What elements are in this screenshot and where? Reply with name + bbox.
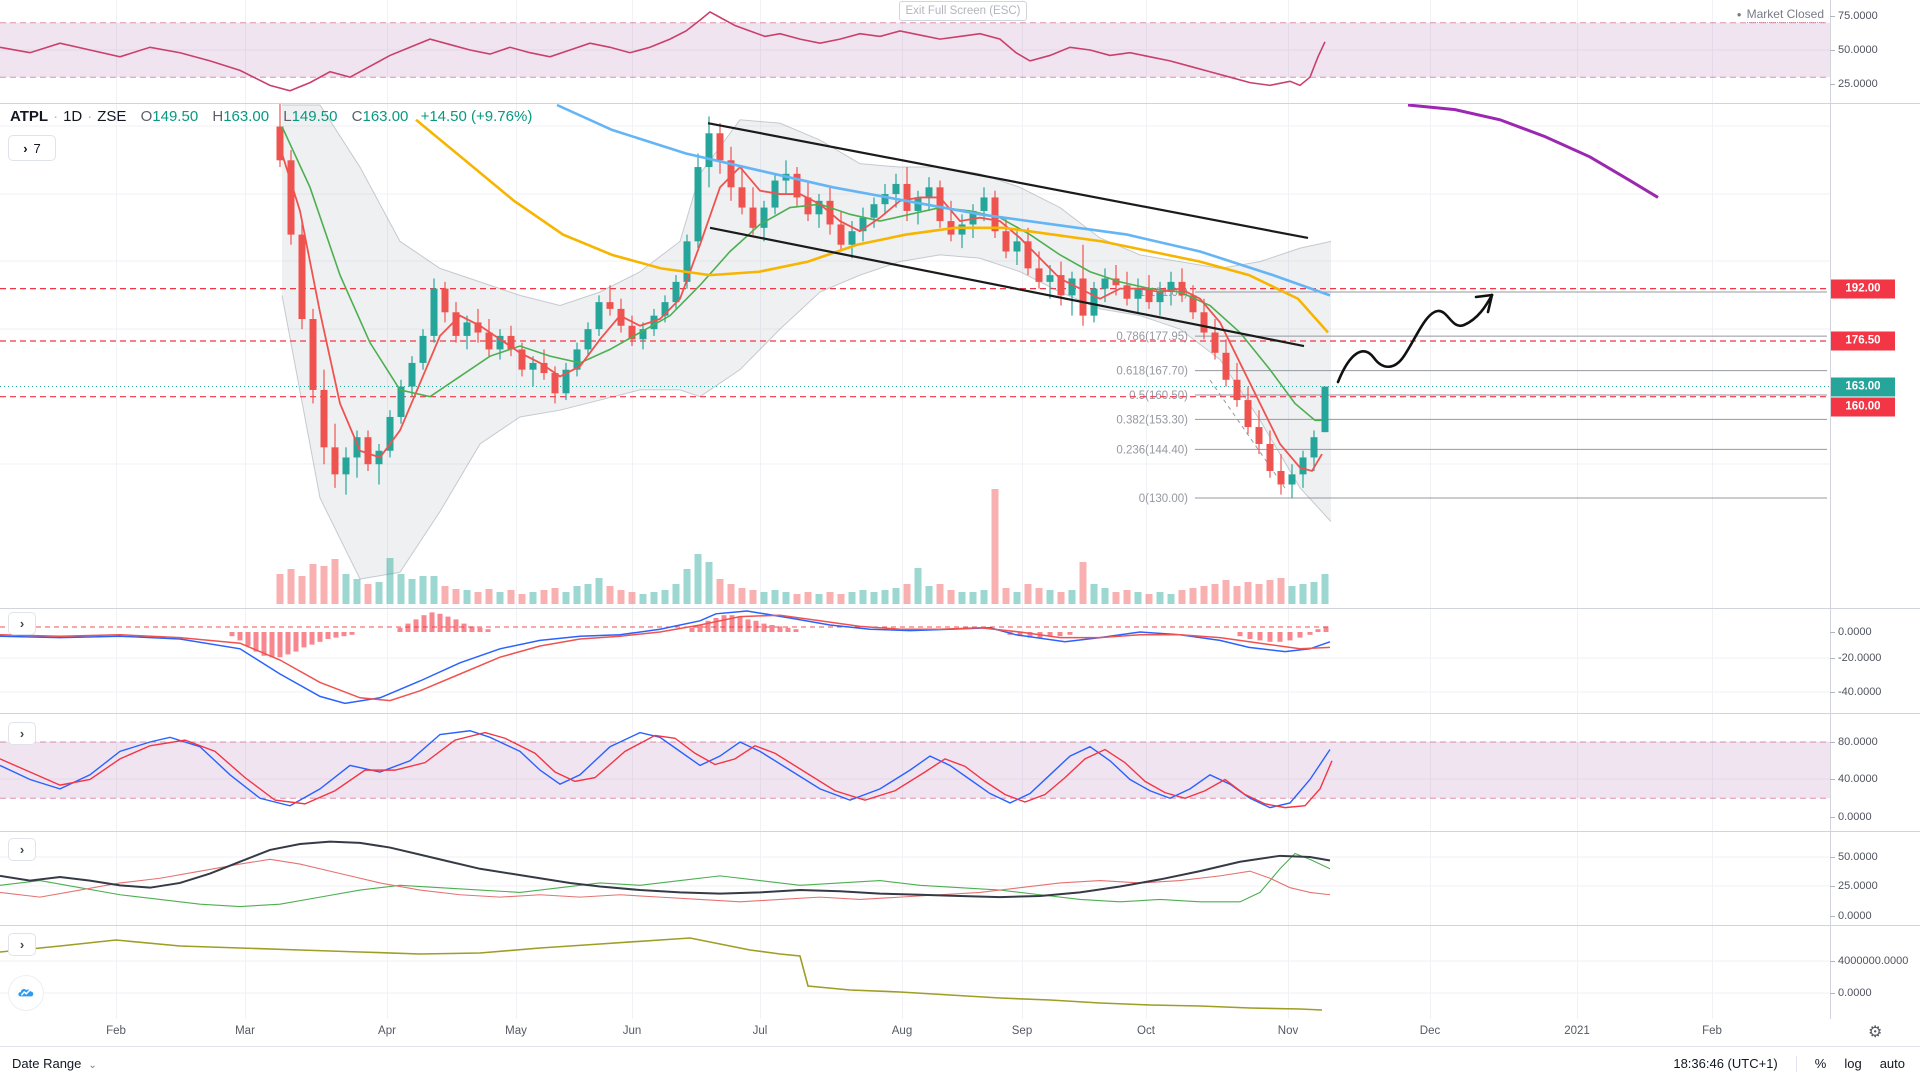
adx-pane [0,840,1331,908]
cloud-chart-icon [18,988,34,997]
high-value: 163.00 [223,108,270,125]
fib-label: 0.786(177.95) [1116,331,1188,343]
time-axis-label-Jul: Jul [752,1025,768,1037]
separator-dot: · [53,108,59,125]
fib-label: 0.382(153.30) [1116,414,1188,426]
log-scale-button[interactable]: log [1844,1056,1862,1071]
open-label: O [140,108,153,125]
axis-tick-stoch: 80.0000 [1830,736,1878,748]
axis-tick-rsi: 75.0000 [1830,10,1878,22]
axis-tick-adx: 0.0000 [1830,910,1872,922]
exit-fullscreen-tooltip: Exit Full Screen (ESC) [899,1,1027,21]
gear-icon[interactable]: ⚙ [1868,1024,1883,1041]
fib-label: 0.5(160.50) [1129,390,1188,402]
price-label-160.00: 160.00 [1831,397,1895,417]
time-axis-label-2021: 2021 [1564,1025,1590,1037]
date-range-label: Date Range [12,1056,82,1071]
volume-bars [276,489,1329,604]
macd-pane [0,610,1332,705]
time-axis-label-Dec: Dec [1419,1025,1441,1037]
indicators-collapse-button[interactable]: › 7 [8,135,56,161]
chart-canvas[interactable]: 1(191.00)0.786(177.95)0.618(167.70)0.5(1… [0,0,1920,1019]
toolbar-right-group: 18:36:46 (UTC+1) % log auto [1673,1047,1905,1080]
market-status-badge: ● Market Closed [1736,7,1824,23]
price-label-176.50: 176.50 [1831,331,1895,351]
axis-tick-macd: -20.0000 [1829,652,1882,664]
moving-averages [281,103,1659,473]
horizontal-alert-lines [0,288,1830,489]
clock-label[interactable]: 18:36:46 (UTC+1) [1673,1056,1778,1071]
ticker-interval: 1D [63,108,83,125]
time-axis-label-Nov: Nov [1277,1025,1299,1037]
status-dot-icon: ● [1736,10,1742,19]
axis-tick-volind: 0.0000 [1830,987,1872,999]
time-axis-label-Aug: Aug [891,1025,913,1037]
fibonacci-retracement: 1(191.00)0.786(177.95)0.618(167.70)0.5(1… [1116,287,1827,505]
toolbar-divider [1795,1055,1797,1072]
axis-tick-macd: 0.0000 [1830,626,1872,638]
percent-scale-button[interactable]: % [1814,1056,1827,1071]
indicators-count: 7 [33,140,41,156]
pane-collapse-button[interactable]: › [8,722,36,745]
fib-label: 0(130.00) [1139,493,1188,505]
drawn-arrow [1336,293,1494,384]
open-value: 149.50 [152,108,199,125]
time-axis-label-Jun: Jun [622,1025,642,1037]
time-axis-label-May: May [505,1025,527,1037]
axis-tick-rsi: 25.0000 [1830,78,1878,90]
pane-collapse-button[interactable]: › [8,838,36,861]
separator-dot: · [87,108,93,125]
pane-collapse-button[interactable]: › [8,933,36,956]
high-label: H [212,108,224,125]
axis-tick-adx: 25.0000 [1830,880,1878,892]
ticker-symbol: ATPL [10,108,49,125]
time-axis-label-Apr: Apr [378,1025,396,1037]
axis-tick-stoch: 40.0000 [1830,773,1878,785]
ticker-exchange: ZSE [97,108,127,125]
time-axis-label-Mar: Mar [235,1025,255,1037]
close-value: 163.00 [362,108,409,125]
date-range-button[interactable]: Date Range ⌄ [12,1047,97,1080]
axis-tick-stoch: 0.0000 [1830,811,1872,823]
axis-tick-volind: 4000000.0000 [1829,955,1909,967]
change-value: +14.50 (+9.76%) [420,108,533,125]
time-axis-label-Feb: Feb [106,1025,126,1037]
price-label-163.00: 163.00 [1831,377,1895,397]
axis-tick-rsi: 50.0000 [1830,44,1878,56]
grid-lines [0,0,1830,1019]
stochastic-pane [0,730,1830,809]
time-axis-label-Sep: Sep [1011,1025,1033,1037]
pane-collapse-button[interactable]: › [8,612,36,635]
fib-label: 0.618(167.70) [1116,366,1188,378]
axis-tick-adx: 50.0000 [1830,851,1878,863]
low-label: L [283,108,292,125]
time-axis-label-Oct: Oct [1137,1025,1155,1037]
auto-scale-button[interactable]: auto [1879,1056,1905,1071]
bottom-toolbar: Date Range ⌄ 18:36:46 (UTC+1) % log auto [0,1046,1920,1080]
chevron-down-icon: ⌄ [88,1060,97,1071]
fib-label: 0.236(144.40) [1116,444,1188,456]
trend-channel [707,122,1309,348]
rsi-pane [0,10,1830,92]
pane-separators [0,0,1920,1019]
ticker-legend[interactable]: ATPL · 1D · ZSE O149.50 H163.00 L149.50 C163… [10,108,532,125]
bollinger-band [281,104,1332,580]
chart-watermark-icon[interactable] [8,975,44,1011]
time-axis[interactable]: ⚙ Feb Mar Apr May Jun Jul Aug Sep Oct Nov Dec 2021 F… [0,1019,1920,1046]
price-label-192.00: 192.00 [1831,279,1895,299]
axis-tick-macd: -40.0000 [1829,686,1882,698]
volume-indicator-pane [0,937,1323,1011]
low-value: 149.50 [291,108,338,125]
close-label: C [351,108,363,125]
time-axis-label-Feb: Feb [1702,1025,1722,1037]
market-status-label: Market Closed [1746,7,1824,23]
chevron-right-icon: › [23,140,28,156]
